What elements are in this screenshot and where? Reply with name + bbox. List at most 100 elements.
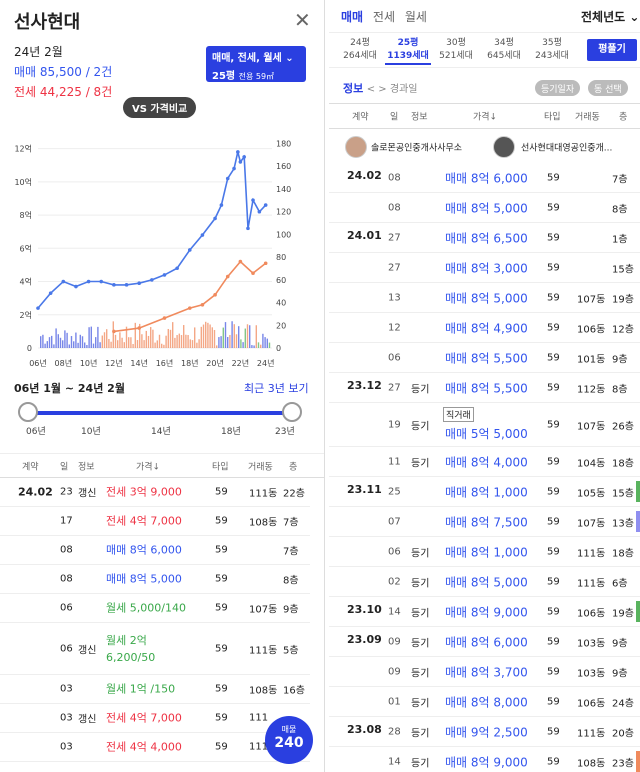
- table-row[interactable]: 02 등기 매매 8억 5,000 59 111동 6층: [329, 567, 640, 597]
- info-nav[interactable]: < > 경과일: [366, 84, 418, 95]
- volume-bar: [108, 338, 110, 348]
- listings-button[interactable]: 매물 240: [265, 716, 313, 764]
- volume-bar: [161, 343, 163, 348]
- table-row[interactable]: 06 매매 8억 5,500 59 101동 9층: [329, 343, 640, 373]
- table-row[interactable]: 13 매매 8억 5,000 59 107동 19층: [329, 283, 640, 313]
- table-row[interactable]: 14 등기 매매 8억 9,000 59 108동 23층: [329, 747, 640, 772]
- volume-bar: [81, 336, 84, 348]
- contract-day: 27: [388, 382, 401, 393]
- x-axis-tick: 06년: [29, 358, 47, 368]
- size-pyeong: 25평: [397, 38, 419, 48]
- data-point: [150, 278, 154, 282]
- info-label[interactable]: 정보: [343, 82, 364, 95]
- table-row[interactable]: 06 갱신 월세 2억 6,200/50 59 111동 5층: [0, 623, 310, 675]
- deal-size: 59: [547, 636, 560, 647]
- deal-amount: 3억 9,000: [129, 485, 182, 499]
- size-tab[interactable]: 35평 243세대: [529, 37, 575, 63]
- deal-floor: 24층: [612, 698, 634, 709]
- volume-bar: [70, 336, 73, 348]
- data-point: [124, 283, 129, 287]
- agent-name[interactable]: 선사현대대영공인중개...: [521, 143, 613, 154]
- table-row[interactable]: 03 전세 4억 4,000 59 111: [0, 733, 310, 762]
- col-price[interactable]: 가격↓: [136, 462, 161, 472]
- deal-amount: 8억 4,900: [470, 321, 528, 335]
- deal-info: 등기: [411, 728, 430, 739]
- size-tab[interactable]: 25평 1139세대: [385, 37, 431, 65]
- deal-floor: 1층: [612, 234, 628, 245]
- volume-bar: [202, 324, 205, 348]
- table-row[interactable]: 07 매매 8억 7,500 59 107동 13층: [329, 507, 640, 537]
- table-row[interactable]: 23.10 14 등기 매매 8억 9,000 59 106동 19층: [329, 597, 640, 627]
- table-row[interactable]: 12 매매 8억 4,900 59 106동 12층: [329, 313, 640, 343]
- table-row[interactable]: 19 등기 직거래 매매 5억 5,000 59 107동 26층: [329, 403, 640, 447]
- recent-3yr-link[interactable]: 최근 3년 보기: [244, 382, 309, 395]
- deal-type: 매매: [445, 171, 468, 185]
- fold-size-button[interactable]: 평풀기: [587, 39, 637, 61]
- x-axis-tick: 14년: [130, 358, 148, 368]
- deal-size: 59: [215, 486, 228, 498]
- table-row[interactable]: 23.11 25 매매 8억 1,000 59 105동 15층: [329, 477, 640, 507]
- table-row[interactable]: 23.12 27 등기 매매 8억 5,500 59 112동 8층: [329, 373, 640, 403]
- right-deal-table: 24.02 08 매매 8억 6,000 59 7층 08 매매 8억 5,000 59 8층 2…: [329, 163, 640, 772]
- range-slider-end-handle[interactable]: [282, 402, 302, 422]
- contract-day: 08: [60, 544, 73, 556]
- type-size-selector[interactable]: 매매, 전세, 월세 ⌄ 25평 전용 59㎡: [206, 46, 306, 82]
- deal-floor: 6층: [612, 578, 628, 589]
- agent-avatar[interactable]: [493, 136, 515, 158]
- table-row[interactable]: 03 월세 1억 /150 59 108동 16층: [0, 675, 310, 704]
- table-row[interactable]: 17 전세 4억 7,000 59 108동 7층: [0, 507, 310, 536]
- size-tab[interactable]: 24평 264세대: [337, 37, 383, 63]
- data-point: [99, 279, 104, 284]
- agent-name[interactable]: 솔로몬공인중개사사무소: [371, 143, 463, 154]
- size-tab[interactable]: 34평 645세대: [481, 37, 527, 63]
- volume-bar: [119, 332, 121, 348]
- table-row[interactable]: 24.02 23 갱신 전세 3억 9,000 59 111동 22층: [0, 478, 310, 507]
- series-line: [37, 151, 267, 309]
- deal-price: 매매 8억 5,500: [445, 379, 528, 396]
- contract-day: 19: [388, 419, 401, 430]
- table-row[interactable]: 08 매매 8억 6,000 59 7층: [0, 536, 310, 565]
- table-row[interactable]: 27 매매 8억 3,000 59 15층: [329, 253, 640, 283]
- table-row[interactable]: 24.02 08 매매 8억 6,000 59 7층: [329, 163, 640, 193]
- table-row[interactable]: 23.08 28 등기 매매 9억 2,500 59 111동 20층: [329, 717, 640, 747]
- volume-bar: [240, 339, 242, 348]
- tab-monthly[interactable]: 월세: [404, 10, 427, 24]
- series-line: [113, 260, 267, 333]
- table-row[interactable]: 11 등기 매매 8억 4,000 59 104동 18층: [329, 447, 640, 477]
- size-pyeong: 34평: [494, 38, 514, 48]
- table-row[interactable]: 06 월세 5,000/140 59 107동 9층: [0, 594, 310, 623]
- volume-bar: [266, 338, 268, 348]
- table-row[interactable]: 09 등기 매매 8억 3,700 59 103동 9층: [329, 657, 640, 687]
- table-row[interactable]: 08 매매 8억 5,000 59 8층: [329, 193, 640, 223]
- deal-price: 매매 8억 6,500: [445, 229, 528, 246]
- volume-bar: [222, 327, 224, 348]
- table-row[interactable]: 01 등기 매매 8억 8,000 59 106동 24층: [329, 687, 640, 717]
- chip-dong-select[interactable]: 동 선택: [588, 80, 628, 96]
- table-row[interactable]: 08 매매 8억 5,000 59 8층: [0, 565, 310, 594]
- volume-bar: [218, 337, 220, 348]
- table-row[interactable]: 03 갱신 전세 4억 7,000 59 111: [0, 704, 310, 733]
- deal-type: 매매: [445, 605, 468, 619]
- close-icon[interactable]: ✕: [294, 8, 311, 32]
- chip-registration-date[interactable]: 등기일자: [535, 80, 581, 96]
- table-row[interactable]: 23.09 09 등기 매매 8억 6,000 59 103동 9층: [329, 627, 640, 657]
- range-slider-start-handle[interactable]: [18, 402, 38, 422]
- volume-bar: [62, 340, 64, 348]
- deal-size: 59: [547, 322, 560, 333]
- deal-type: 매매: [445, 455, 468, 469]
- range-slider-track[interactable]: [28, 411, 292, 415]
- contract-day: 09: [388, 636, 401, 647]
- tab-jeonse[interactable]: 전세: [372, 10, 396, 24]
- col-price[interactable]: 가격↓: [473, 112, 498, 123]
- size-tab[interactable]: 30평 521세대: [433, 37, 479, 63]
- year-select[interactable]: 전체년도 ⌄: [581, 10, 640, 24]
- table-row[interactable]: 06 등기 매매 8억 1,000 59 111동 18층: [329, 537, 640, 567]
- deal-info: 갱신: [78, 488, 97, 500]
- deal-size: 59: [547, 172, 560, 183]
- vs-compare-button[interactable]: VS 가격비교: [123, 97, 197, 118]
- deal-size: 59: [215, 683, 228, 695]
- deal-type: 매매: [445, 351, 468, 365]
- table-row[interactable]: 24.01 27 매매 8억 6,500 59 1층: [329, 223, 640, 253]
- agent-avatar[interactable]: [345, 136, 367, 158]
- tab-sale[interactable]: 매매: [341, 10, 364, 24]
